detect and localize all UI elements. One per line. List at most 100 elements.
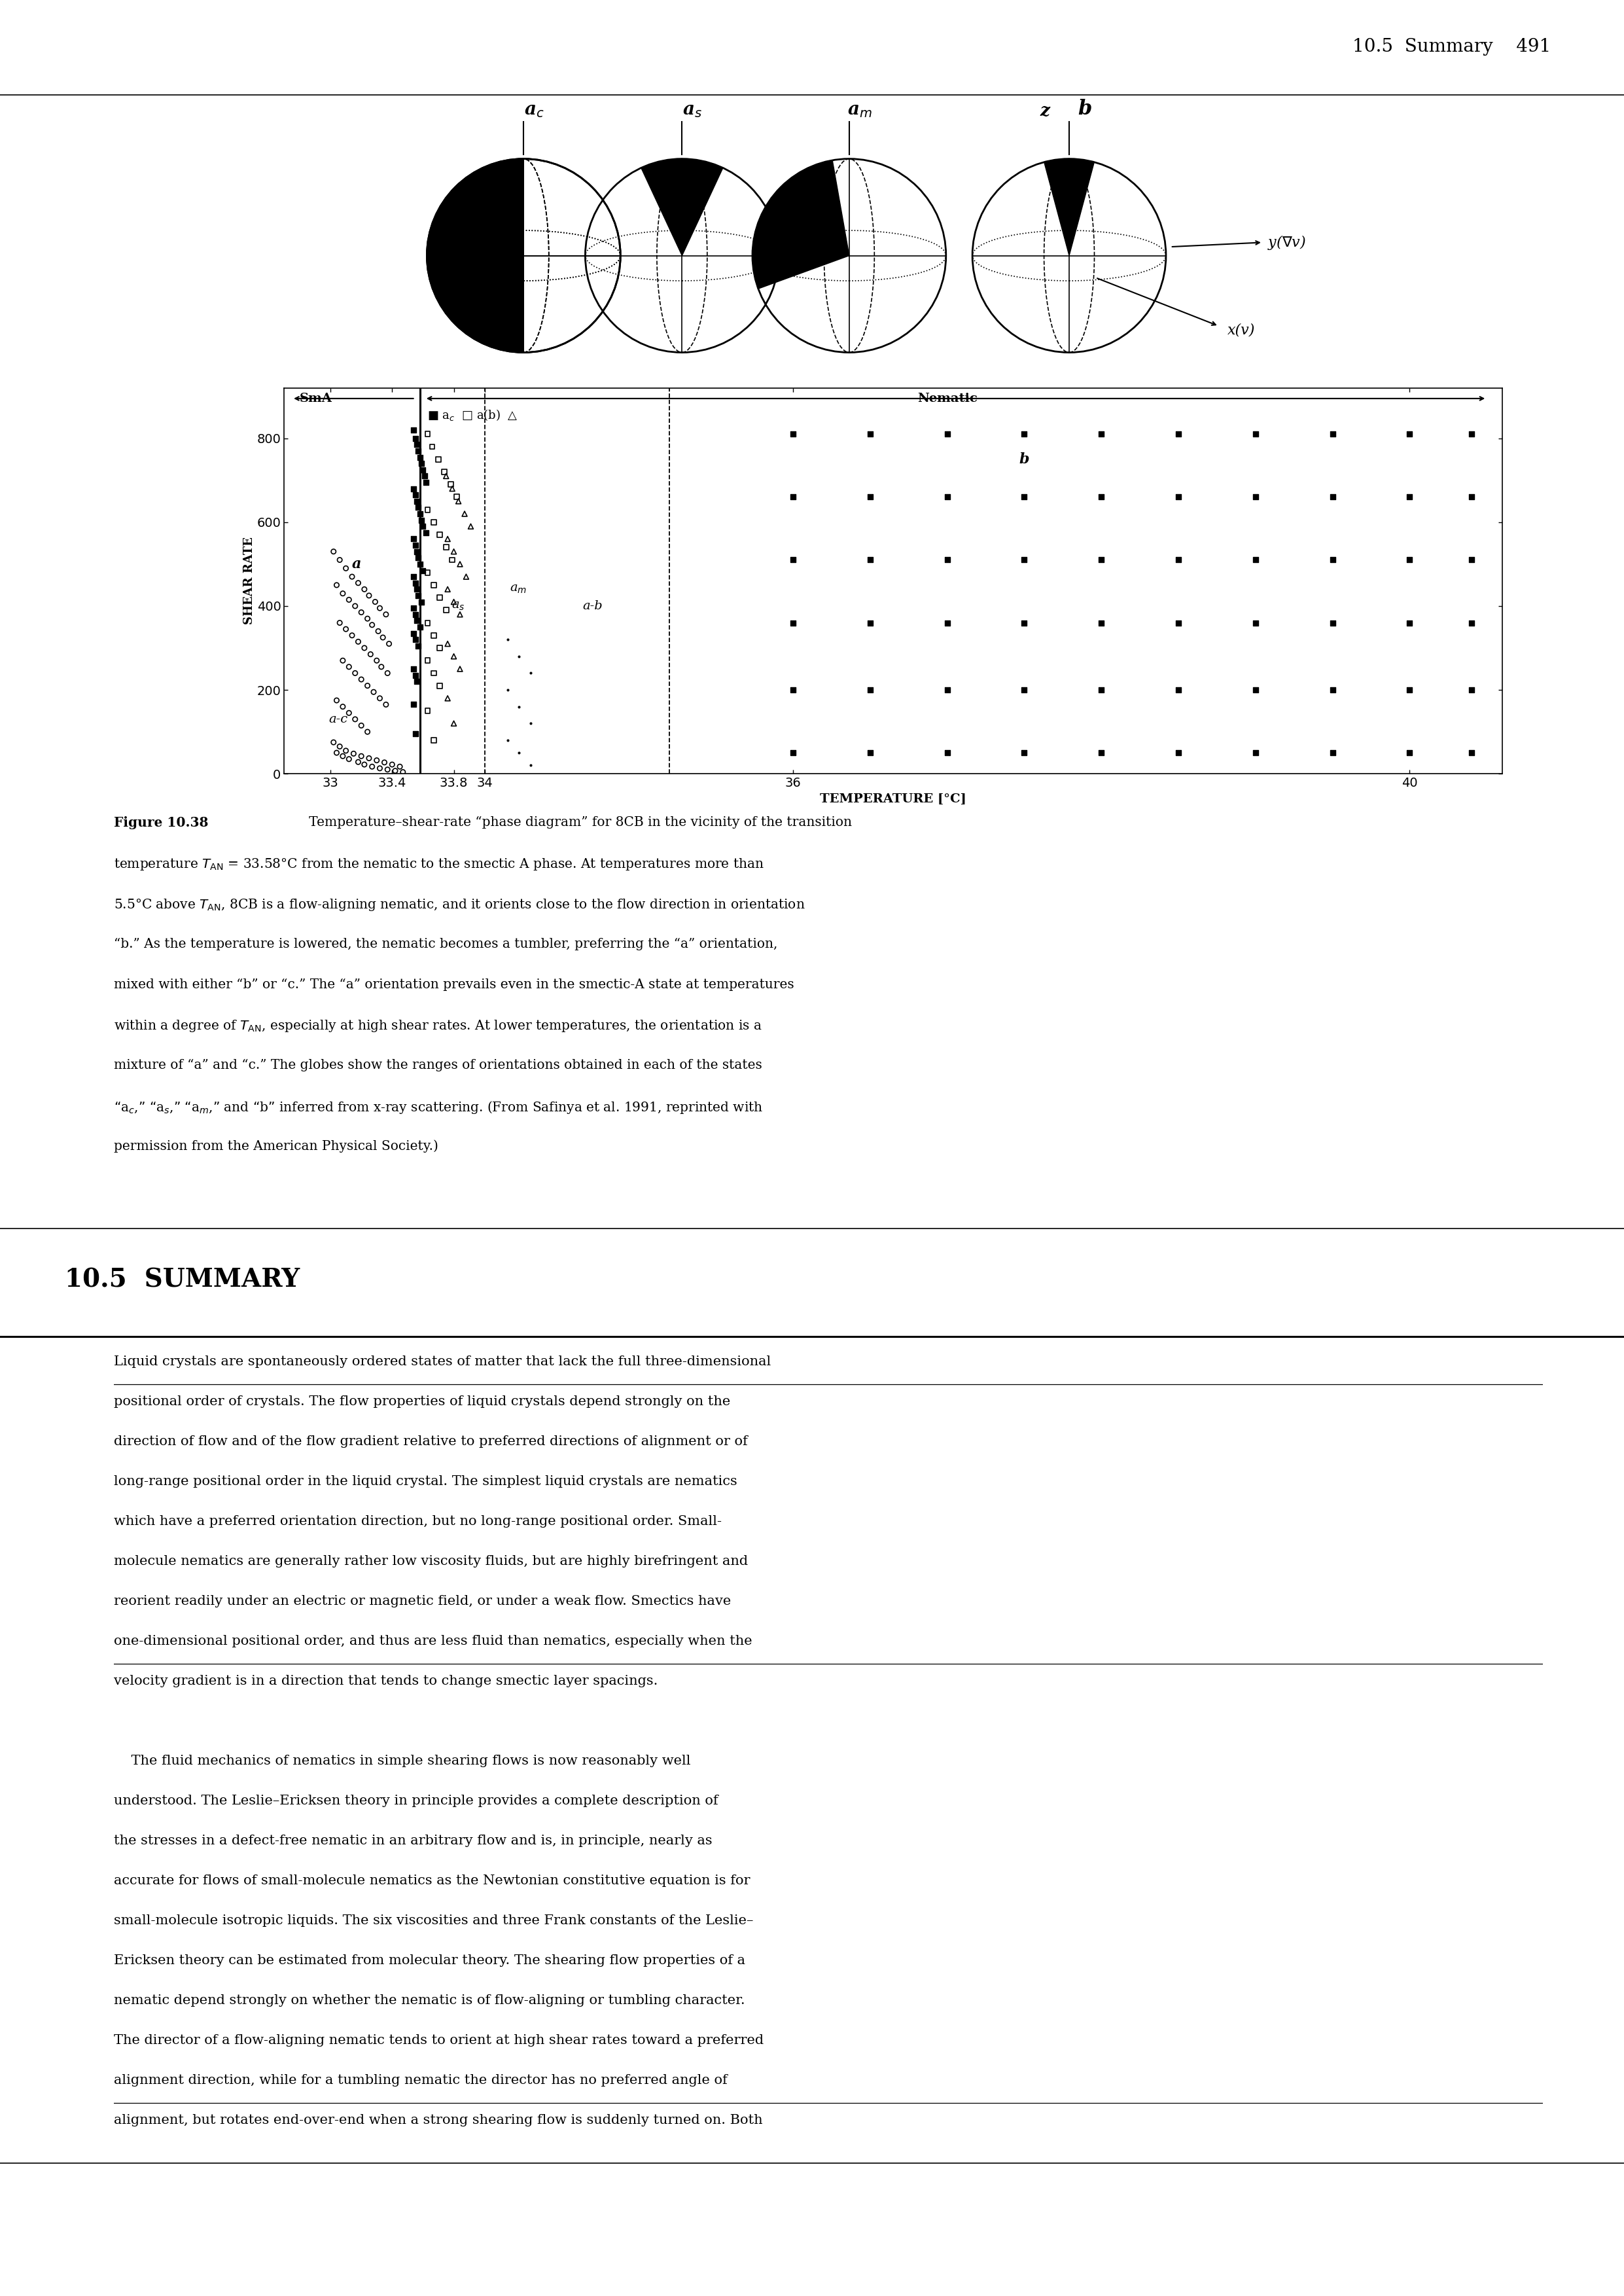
Point: [1088, 670, 1114, 707]
Point: [401, 471, 427, 507]
Point: [435, 572, 461, 608]
Point: [447, 546, 473, 583]
Wedge shape: [523, 158, 620, 351]
Point: [351, 629, 377, 666]
Point: [1397, 670, 1423, 707]
Point: [408, 445, 434, 482]
Point: [518, 746, 544, 783]
Text: SmA: SmA: [299, 393, 333, 404]
Point: [505, 604, 531, 641]
Point: [440, 638, 466, 675]
Point: [374, 687, 400, 723]
Point: [404, 572, 430, 608]
Wedge shape: [752, 161, 849, 289]
Point: [404, 533, 430, 569]
Point: [404, 427, 430, 464]
Point: [403, 526, 429, 563]
Point: [401, 687, 427, 723]
Point: [1458, 478, 1484, 514]
Point: [1088, 735, 1114, 771]
Point: [1242, 478, 1268, 514]
Point: [351, 746, 377, 783]
Point: [1166, 471, 1192, 507]
Point: [934, 416, 960, 452]
Point: [1166, 533, 1192, 569]
Point: [330, 737, 356, 774]
Point: [414, 693, 440, 730]
Point: [1320, 670, 1346, 707]
Point: [1397, 542, 1423, 579]
Text: positional order of crystals. The flow properties of liquid crystals depend stro: positional order of crystals. The flow p…: [114, 1396, 731, 1407]
Text: a-b: a-b: [583, 599, 603, 613]
Point: [1088, 604, 1114, 641]
Point: [401, 558, 427, 595]
Point: [440, 705, 466, 742]
Point: [364, 643, 390, 680]
Point: [403, 716, 429, 753]
Point: [404, 664, 430, 700]
Point: [857, 471, 883, 507]
Point: [857, 533, 883, 569]
Point: [518, 579, 544, 615]
Point: [1458, 670, 1484, 707]
Point: [505, 572, 531, 608]
Text: x(v): x(v): [1228, 324, 1255, 338]
Point: [339, 558, 365, 595]
Point: [1397, 735, 1423, 771]
Point: [320, 723, 346, 760]
Point: [401, 521, 427, 558]
Text: which have a preferred orientation direction, but no long-range positional order: which have a preferred orientation direc…: [114, 1515, 721, 1527]
Point: [414, 604, 440, 641]
Point: [1242, 416, 1268, 452]
Point: [857, 670, 883, 707]
Point: [411, 457, 437, 494]
Point: [419, 429, 445, 466]
Point: [1320, 478, 1346, 514]
Point: [434, 457, 460, 494]
Point: [857, 416, 883, 452]
Point: [336, 742, 362, 778]
Point: [934, 471, 960, 507]
Text: a$_c$: a$_c$: [525, 101, 544, 119]
Point: [1320, 471, 1346, 507]
Text: a$_s$: a$_s$: [682, 101, 703, 119]
Point: [857, 735, 883, 771]
Point: [453, 558, 479, 595]
Point: [934, 604, 960, 641]
Point: [406, 540, 432, 576]
Text: a$_m$: a$_m$: [510, 583, 528, 595]
Text: the stresses in a defect-free nematic in an arbitrary flow and is, in principle,: the stresses in a defect-free nematic in…: [114, 1835, 713, 1846]
Point: [330, 689, 356, 726]
Point: [518, 528, 544, 565]
Point: [1012, 735, 1038, 771]
Point: [412, 464, 438, 501]
Point: [330, 574, 356, 611]
Point: [1320, 735, 1346, 771]
Text: ■ a$_c$  □ a(b)  △: ■ a$_c$ □ a(b) △: [427, 409, 518, 422]
Point: [780, 406, 806, 443]
Point: [505, 689, 531, 726]
Text: b: b: [1078, 99, 1091, 119]
Point: [359, 606, 385, 643]
Point: [451, 496, 477, 533]
Point: [356, 739, 382, 776]
Point: [354, 599, 380, 636]
Point: [421, 618, 447, 654]
Point: [361, 673, 387, 709]
Point: [1088, 406, 1114, 443]
Point: [374, 597, 400, 634]
Point: [934, 735, 960, 771]
Point: [387, 748, 412, 785]
Point: [348, 595, 374, 631]
Point: [1397, 406, 1423, 443]
Text: a: a: [352, 558, 362, 572]
Point: [421, 567, 447, 604]
Text: Temperature–shear-rate “phase diagram” for 8CB in the vicinity of the transition: Temperature–shear-rate “phase diagram” f…: [297, 817, 853, 829]
Point: [404, 482, 430, 519]
Point: [425, 441, 451, 478]
Point: [440, 533, 466, 569]
Text: Nematic: Nematic: [918, 393, 978, 404]
Point: [1166, 478, 1192, 514]
Point: [1012, 604, 1038, 641]
Point: [414, 553, 440, 590]
